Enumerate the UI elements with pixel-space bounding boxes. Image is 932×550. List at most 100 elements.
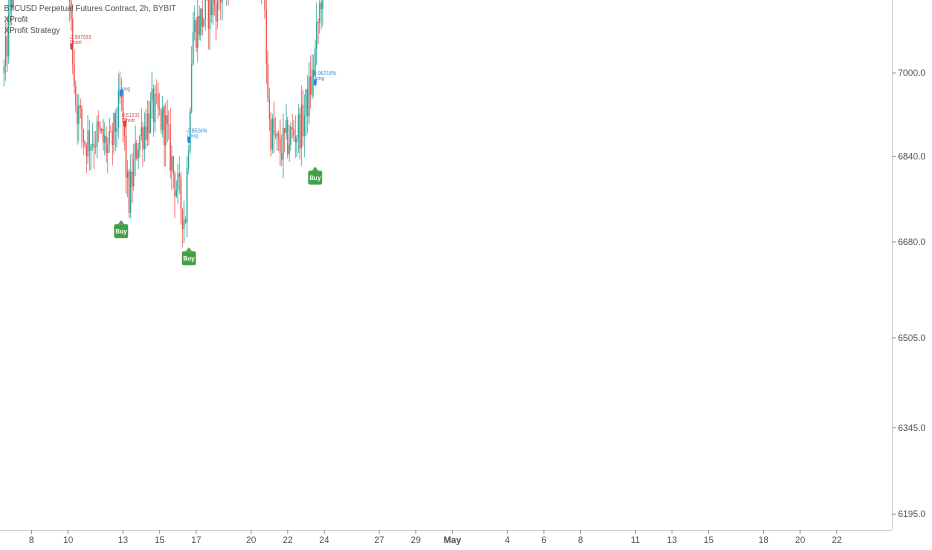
candle-body [94,146,97,148]
time-tick-label: 11 [631,535,640,545]
candle-body [285,120,287,134]
trade-direction-label: Long [313,76,324,82]
buy-label-bg [181,251,196,266]
axis-corner [893,531,932,550]
candle-body [122,90,124,123]
candle-body [102,128,104,143]
indicator-xprofit[interactable]: XProfit [4,15,29,24]
candle-body [191,64,193,112]
time-tick-label: 6 [541,535,546,545]
candle-body [78,105,80,124]
candle-body [268,98,270,120]
candle-body [131,171,133,187]
buy-pointer [185,247,192,252]
buy-label: Buy [115,229,127,235]
candle-body [181,208,184,229]
trade-profit-note: -2.997933 [69,35,92,41]
candle-body [6,36,8,57]
candle-body [294,135,296,143]
candle-body [282,128,284,160]
candle-body [151,88,153,102]
candle-body [146,113,148,140]
candle-body [113,113,115,146]
candle-body [311,69,313,95]
candle-body [99,127,101,131]
candle-body [114,113,116,132]
candle-body [177,173,179,191]
candle-body [175,190,177,197]
candle-body [148,113,150,134]
candle-body [69,0,71,2]
candle-body [186,168,188,223]
time-tick-label: 15 [704,535,714,545]
buy-signal[interactable]: Buy -0.8524%Long [181,129,208,266]
candle-body [277,133,280,139]
candle-body [187,151,190,169]
candle-body [168,124,170,126]
candle-body [300,104,303,149]
price-tick-label: 6680.0 [898,237,926,247]
candle-body [162,106,164,131]
candle-body [70,1,72,19]
candle-body [126,171,129,178]
candle-body [306,89,309,117]
candle-body [204,0,206,20]
time-axis[interactable]: 8 10 13 15 17 20 22 24 27 29 May 4 6 8 11 13 15 18 20 22 [29,530,842,545]
buy-label: Buy [183,256,195,262]
candle-body [220,0,222,3]
candle-body [308,76,310,117]
time-tick-label: 20 [246,535,256,545]
plot-area[interactable]: Sell-2.997933ShortBuyLongSell0.51231Shor… [3,0,721,266]
candle-body [221,0,223,3]
candle-body [75,85,77,106]
candle-body [108,131,110,145]
price-tick-label: 6345.0 [898,423,926,433]
candle-body [178,173,181,177]
buy-signal[interactable]: Buy -0.96218%Long [308,71,337,185]
candle-body [166,115,168,125]
candle-body [110,131,112,133]
candle-body [101,128,103,131]
indicator-xprofit-strategy[interactable]: XProfit Strategy [4,26,61,35]
candle-body [215,3,217,22]
trade-direction-label: Long [187,134,198,140]
candle-body [134,143,136,160]
price-tick-label: 7000.0 [898,68,926,78]
candle-body [192,31,194,65]
candle-body [291,127,293,129]
time-tick-label: 29 [411,535,421,545]
candle-body [85,145,87,157]
candle-body [293,128,295,136]
chart-legend: BTCUSD Perpetual Futures Contract, 2h, B… [4,3,176,36]
candle-body [200,8,202,35]
candle-body [143,126,145,150]
candle-body [194,20,196,32]
candle-body [72,18,74,65]
candle-body [79,105,81,109]
candle-body [139,136,141,151]
candle-body [169,125,171,171]
candle-body [210,0,213,16]
buy-label-bg [308,170,323,185]
candle-body [183,219,185,229]
candle-body [116,127,118,132]
candle-body [209,0,211,30]
long-marker [119,89,123,97]
price-axis[interactable]: 10600.010200.09800.09400.09000.08600.084… [892,0,931,519]
trade-profit-note: 0.51231 [122,113,140,119]
time-tick-label: 13 [667,535,677,545]
candle-body [73,64,75,86]
buy-signal[interactable]: Buy Long [114,87,131,239]
trade-direction-label: Short [123,118,136,124]
candle-body [155,94,158,95]
symbol-title: BTCUSD Perpetual Futures Contract, 2h, B… [4,4,177,13]
buy-label: Buy [309,176,321,182]
time-tick-label: 22 [283,535,293,545]
candle-body [12,0,14,9]
candle-body [267,64,269,99]
candle-body [201,8,203,27]
candle-body [107,144,109,153]
